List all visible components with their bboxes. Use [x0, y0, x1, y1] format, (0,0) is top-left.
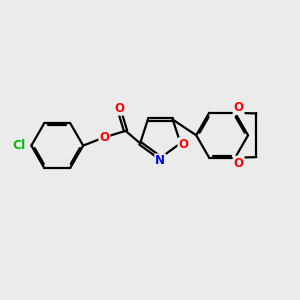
Text: O: O	[178, 138, 188, 151]
Text: Cl: Cl	[13, 139, 26, 152]
Text: O: O	[99, 131, 110, 144]
Text: O: O	[234, 157, 244, 169]
Text: N: N	[155, 154, 165, 167]
Text: O: O	[234, 101, 244, 114]
Text: O: O	[114, 102, 124, 115]
